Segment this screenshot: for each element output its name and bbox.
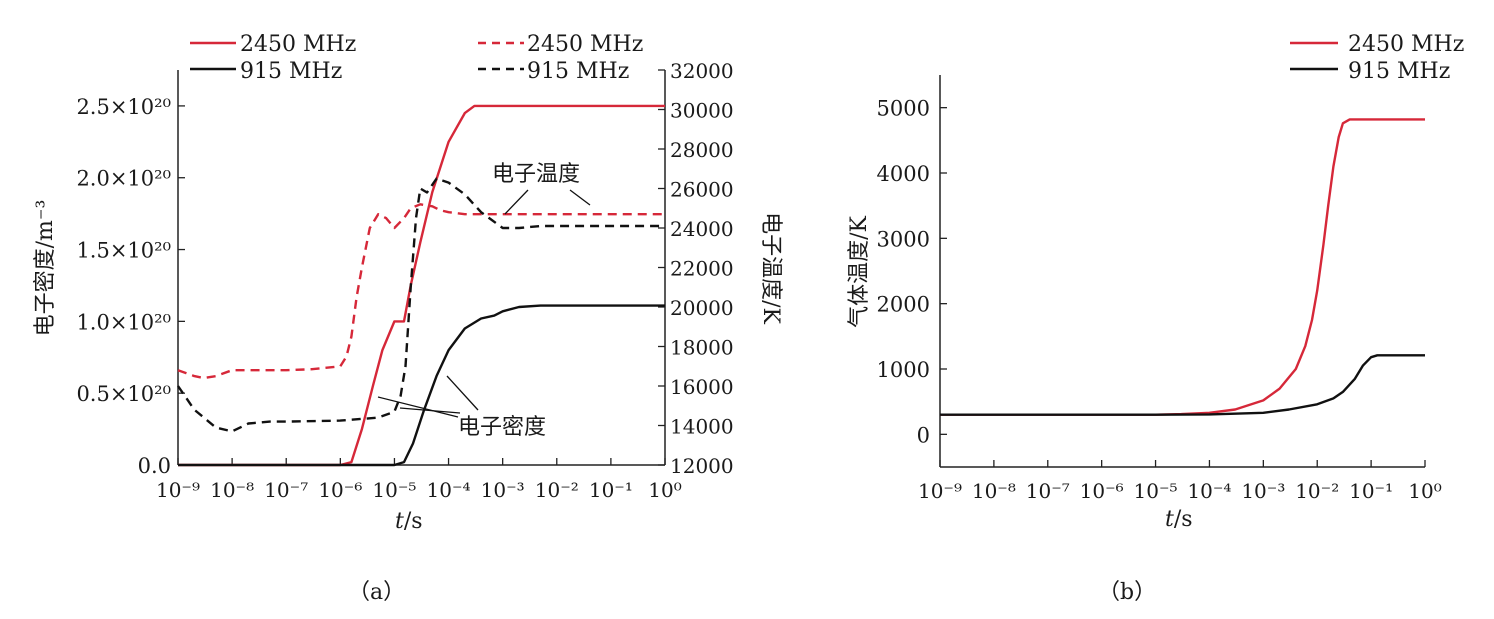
chart-b-y-tick-label: 1000 — [877, 358, 930, 382]
chart-a-right-tick-label: 22000 — [670, 257, 734, 281]
chart-b-line-915mhz — [940, 354, 1425, 416]
chart-a-line-2450mhz-solid-left — [178, 104, 665, 467]
chart-b-x-tick-label: 10⁻¹ — [1349, 479, 1393, 503]
annotation-density-arrow-2 — [399, 407, 461, 414]
legend-a-2450-dashed-label: 2450 MHz — [527, 32, 643, 57]
chart-a-x-tick-label: 10⁻⁷ — [264, 478, 308, 502]
chart-b-y-tick-label: 0 — [917, 423, 930, 447]
chart-a-x-tick-label: 10⁰ — [648, 478, 681, 502]
chart-b-x-tick-label: 10⁻⁵ — [1134, 479, 1178, 503]
chart-a-right-tick-label: 14000 — [670, 415, 734, 439]
chart-b-y-tick-label: 5000 — [877, 97, 930, 121]
chart-b-x-tick-label: 10⁻⁶ — [1080, 479, 1124, 503]
chart-a-x-label: t/s — [395, 509, 423, 534]
chart-a-right-tick-label: 26000 — [670, 178, 734, 202]
chart-a-right-tick-label: 32000 — [670, 59, 734, 83]
legend-b-2450-label: 2450 MHz — [1348, 32, 1464, 57]
chart-a-left-ticks: 0.0 0.5×10²⁰ 1.0×10²⁰ 1.5×10²⁰ 2.0×10²⁰ 2.5×1… — [76, 95, 185, 478]
annotation-temp-arrow-right — [569, 189, 591, 206]
legend-a: 2450 MHz 2450 MHz 915 MHz 915 MHz — [190, 32, 643, 84]
chart-a-x-tick-label: 10⁻⁴ — [427, 478, 471, 502]
chart-a-left-tick-label: 1.5×10²⁰ — [76, 239, 171, 263]
chart-b-x-tick-label: 10⁻⁷ — [1026, 479, 1070, 503]
chart-a-left-tick-label: 1.0×10²⁰ — [76, 310, 171, 334]
chart-a-right-tick-label: 28000 — [670, 138, 734, 162]
chart-a-left-tick-label: 2.0×10²⁰ — [76, 167, 171, 191]
chart-b-y-tick-label: 2000 — [877, 293, 930, 317]
chart-a-line-2450mhz-dashed-right — [177, 203, 665, 380]
legend-a-915-dashed-label: 915 MHz — [527, 59, 629, 84]
legend-a-2450-solid-label: 2450 MHz — [240, 32, 356, 57]
chart-a-x-tick-label: 10⁻⁵ — [372, 478, 416, 502]
chart-a-line-915mhz-dashed-right — [177, 177, 665, 433]
chart-b-series — [940, 118, 1425, 416]
chart-a-x-ticks: 10⁻⁹ 10⁻⁸ 10⁻⁷ 10⁻⁶ 10⁻⁵ 10⁻⁴ 10⁻³ 10⁻² 10⁻¹ 10⁰ — [156, 458, 682, 502]
panel-label-a: （a） — [348, 580, 406, 605]
chart-a-right-y-label: 电子温度/K — [758, 212, 783, 324]
chart-a-x-tick-label: 10⁻⁶ — [318, 478, 362, 502]
chart-b-y-tick-label: 3000 — [877, 227, 930, 251]
chart-a-right-tick-label: 18000 — [670, 336, 734, 360]
chart-a-x-tick-label: 10⁻⁸ — [210, 478, 254, 502]
chart-a-right-tick-label: 16000 — [670, 375, 734, 399]
chart-a-left-tick-label: 0.5×10²⁰ — [76, 382, 171, 406]
chart-a-right-tick-label: 12000 — [670, 454, 734, 478]
chart-b-x-ticks: 10⁻⁹ 10⁻⁸ 10⁻⁷ 10⁻⁶ 10⁻⁵ 10⁻⁴ 10⁻³ 10⁻² 10⁻¹ 10⁰ — [918, 460, 1442, 503]
legend-b: 2450 MHz 915 MHz — [1290, 32, 1464, 84]
annotation-electron-temperature: 电子温度 — [492, 162, 591, 215]
chart-a-left-tick-label: 2.5×10²⁰ — [76, 95, 171, 119]
chart-a-x-tick-label: 10⁻² — [535, 478, 579, 502]
chart-a-series — [177, 104, 665, 467]
chart-a-right-tick-label: 20000 — [670, 296, 734, 320]
chart-a-line-915mhz-solid-left — [178, 304, 665, 467]
chart-b-y-label: 气体温度/K — [847, 216, 872, 328]
chart-a-left-tick-label: 0.0 — [138, 454, 171, 478]
chart-a-left-y-label: 电子密度/m⁻³ — [33, 200, 58, 337]
annotation-electron-density-label: 电子密度 — [458, 415, 546, 440]
chart-b-x-tick-label: 10⁻⁴ — [1187, 479, 1231, 503]
chart-b-x-label: t/s — [1165, 507, 1193, 532]
annotation-density-arrow-1 — [377, 396, 459, 418]
chart-b-x-tick-label: 10⁻⁹ — [918, 479, 962, 503]
chart-a-x-tick-label: 10⁻¹ — [589, 478, 633, 502]
chart-a-right-tick-label: 24000 — [670, 217, 734, 241]
panel-label-b: （b） — [1098, 580, 1157, 605]
chart-b-line-2450mhz — [940, 118, 1425, 416]
chart-b-x-tick-label: 10⁻³ — [1241, 479, 1285, 503]
annotation-electron-density: 电子密度 — [377, 375, 546, 440]
legend-b-915-label: 915 MHz — [1348, 59, 1450, 84]
chart-b-x-tick-label: 10⁻⁸ — [972, 479, 1016, 503]
annotation-density-arrow-3 — [446, 375, 479, 411]
chart-b-y-ticks: 0 1000 2000 3000 4000 5000 — [877, 97, 947, 447]
chart-a-right-ticks: 12000 14000 16000 18000 20000 22000 24000 26000… — [658, 59, 734, 478]
annotation-temp-arrow-left — [504, 189, 529, 215]
chart-a-right-tick-label: 30000 — [670, 99, 734, 123]
annotation-electron-temperature-label: 电子温度 — [492, 162, 580, 187]
chart-b-y-tick-label: 4000 — [877, 162, 930, 186]
chart-b-x-tick-label: 10⁻² — [1295, 479, 1339, 503]
chart-a-x-tick-label: 10⁻³ — [481, 478, 525, 502]
legend-a-915-solid-label: 915 MHz — [240, 59, 342, 84]
chart-a-x-tick-label: 10⁻⁹ — [156, 478, 200, 502]
chart-b-x-tick-label: 10⁰ — [1408, 479, 1441, 503]
